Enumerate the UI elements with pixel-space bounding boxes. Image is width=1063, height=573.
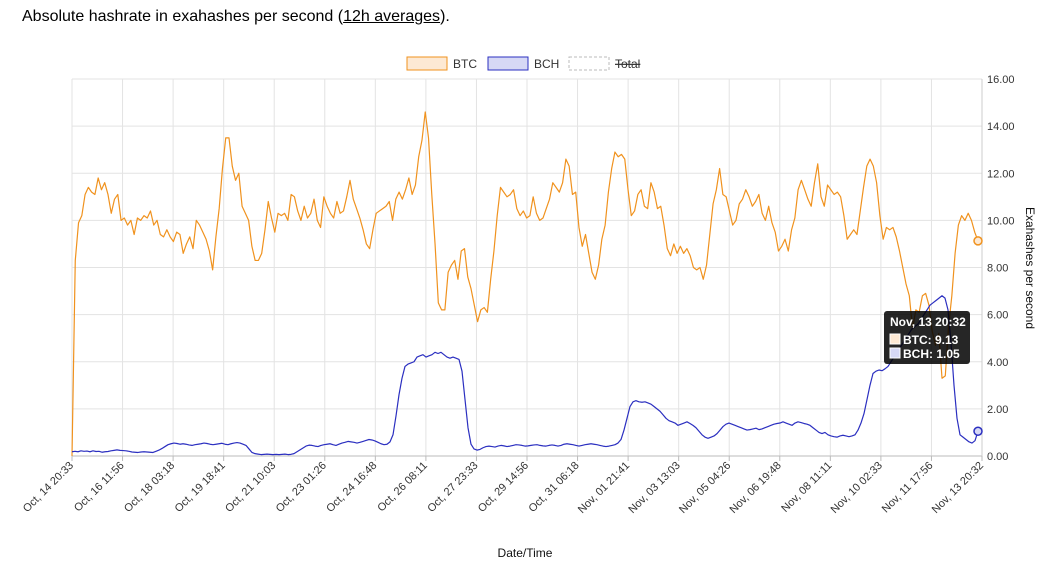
legend-label: BTC bbox=[453, 57, 477, 71]
x-tick-label: Nov, 10 02:33 bbox=[829, 460, 885, 516]
x-tick-label: Oct, 18 03:18 bbox=[122, 460, 177, 515]
bch-hover-point[interactable] bbox=[973, 426, 983, 437]
x-tick-label: Oct, 21 10:03 bbox=[223, 460, 278, 515]
x-tick-label: Oct, 14 20:33 bbox=[21, 460, 76, 515]
x-tick-label: Nov, 11 17:56 bbox=[880, 460, 936, 516]
x-tick-label: Oct, 23 01:26 bbox=[274, 460, 329, 515]
tooltip-title: Nov, 13 20:32 bbox=[890, 315, 966, 329]
btc-series-line bbox=[71, 111, 979, 457]
legend: BTC BCH Total bbox=[406, 56, 640, 71]
legend-label: BCH bbox=[534, 57, 559, 71]
x-tick-label: Nov, 13 20:32 bbox=[930, 460, 986, 516]
tooltip-box bbox=[884, 311, 970, 364]
legend-item-bch[interactable]: BCH bbox=[487, 56, 559, 71]
x-tick-label: Oct, 26 08:11 bbox=[375, 460, 430, 515]
x-axis-title: Date/Time bbox=[498, 546, 553, 560]
legend-item-btc[interactable]: BTC bbox=[406, 56, 477, 71]
y-tick-label: 16.00 bbox=[987, 74, 1015, 86]
legend-swatch bbox=[406, 56, 448, 71]
tooltip-row: BTC: 9.13 bbox=[903, 333, 959, 347]
x-tick-label: Nov, 01 21:41 bbox=[576, 460, 632, 516]
axes: 0.00 2.00 4.00 6.00 8.00 10.00 12.00 14.00 16.00… bbox=[21, 74, 1015, 516]
y-tick-label: 2.00 bbox=[987, 404, 1008, 416]
chart-heading: Absolute hashrate in exahashes per secon… bbox=[22, 8, 450, 26]
x-tick-label: Oct, 19 18:41 bbox=[173, 460, 228, 515]
y-tick-label: 4.00 bbox=[987, 357, 1008, 369]
tooltip-row: BCH: 1.05 bbox=[903, 347, 960, 361]
tooltip-swatch bbox=[889, 333, 901, 345]
heading-prefix: Absolute hashrate in exahashes per secon… bbox=[22, 8, 344, 25]
x-tick-label: Oct, 31 06:18 bbox=[526, 460, 581, 515]
tooltip-swatch bbox=[889, 347, 901, 359]
y-tick-label: 0.00 bbox=[987, 451, 1008, 463]
heading-suffix: ). bbox=[440, 8, 450, 25]
y-tick-label: 8.00 bbox=[987, 263, 1008, 275]
x-tick-label: Nov, 08 11:11 bbox=[779, 460, 834, 515]
x-tick-label: Oct, 29 14:56 bbox=[476, 460, 531, 515]
x-tick-label: Nov, 03 13:03 bbox=[626, 460, 682, 516]
y-tick-label: 6.00 bbox=[987, 310, 1008, 322]
y-axis-title: Exahashes per second bbox=[1023, 207, 1037, 329]
y-tick-label: 14.00 bbox=[987, 121, 1015, 133]
series-layer bbox=[71, 111, 983, 457]
bch-series-line bbox=[71, 295, 979, 456]
x-tick-label: Oct, 24 16:48 bbox=[324, 460, 379, 515]
legend-item-total[interactable]: Total bbox=[568, 56, 640, 71]
legend-label: Total bbox=[615, 57, 640, 71]
x-tick-label: Nov, 06 19:48 bbox=[728, 460, 784, 516]
y-tick-label: 10.00 bbox=[987, 215, 1015, 227]
y-tick-label: 12.00 bbox=[987, 168, 1015, 180]
btc-hover-point[interactable] bbox=[973, 236, 983, 246]
x-tick-label: Nov, 05 04:26 bbox=[677, 460, 733, 516]
x-tick-label: Oct, 27 23:33 bbox=[425, 460, 480, 515]
grid bbox=[71, 78, 983, 457]
legend-swatch bbox=[487, 56, 529, 71]
averages-link[interactable]: 12h averages bbox=[343, 8, 441, 25]
x-tick-label: Oct, 16 11:56 bbox=[72, 460, 127, 515]
legend-swatch bbox=[568, 56, 610, 71]
